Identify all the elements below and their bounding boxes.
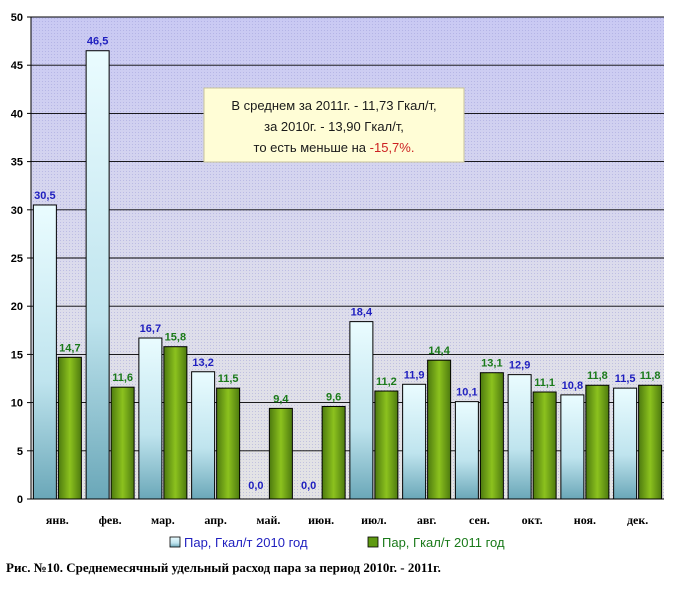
y-tick-label: 50	[11, 12, 23, 24]
x-tick-label: сен.	[469, 513, 490, 527]
data-label-2010: 10,8	[562, 380, 583, 392]
data-label-2011: 14,4	[428, 345, 450, 357]
x-tick-label: фев.	[99, 513, 122, 527]
y-tick-label: 25	[11, 253, 23, 265]
bar-2011	[216, 387, 241, 500]
bar-2011	[585, 384, 610, 500]
data-label-2010: 18,4	[351, 307, 373, 319]
data-label-2011: 9,4	[273, 393, 289, 405]
bar-2010	[402, 383, 427, 500]
figure-caption: Рис. №10. Среднемесячный удельный расход…	[6, 560, 441, 575]
data-label-2011: 11,8	[587, 370, 608, 382]
x-tick-label: дек.	[627, 513, 648, 527]
x-tick-label: май.	[256, 513, 280, 527]
annotation-highlight: -15,7%.	[370, 140, 415, 155]
data-label-2010: 30,5	[34, 190, 55, 202]
y-tick-label: 5	[17, 446, 23, 458]
y-tick-label: 45	[11, 60, 23, 72]
x-tick-label: апр.	[204, 513, 226, 527]
y-tick-label: 10	[11, 398, 23, 410]
legend: Пар, Гкал/т 2010 год Пар, Гкал/т 2011 го…	[169, 535, 505, 550]
data-labels: 30,5 14,7 46,5 11,6 16,7 15,8 13,2 11,5 0,0 9,4 0,…	[34, 36, 660, 492]
bar-2011	[374, 390, 399, 500]
data-label-2011: 9,6	[326, 391, 341, 403]
bar-2011	[532, 391, 557, 500]
data-label-2011: 11,8	[640, 370, 661, 382]
x-tick-label: мар.	[151, 513, 175, 527]
data-label-2010: 46,5	[87, 36, 108, 48]
bar-2010	[507, 374, 532, 500]
data-label-2010: 13,2	[192, 357, 213, 369]
data-label-2011: 15,8	[165, 332, 186, 344]
data-label-2011: 11,1	[534, 377, 555, 389]
legend-swatch-2011	[367, 536, 379, 548]
data-label-2010: 16,7	[140, 323, 161, 335]
bar-2011	[479, 372, 504, 500]
annotation-box: В среднем за 2011г. - 11,73 Гкал/т, за 2…	[203, 87, 465, 163]
bar-2011	[268, 407, 293, 500]
bar-2010	[191, 371, 216, 500]
chart: 30,5 14,7 46,5 11,6 16,7 15,8 13,2 11,5 0,0 9,4 0,…	[11, 12, 664, 550]
legend-label-2010: Пар, Гкал/т 2010 год	[184, 535, 308, 550]
bar-2011	[163, 346, 188, 500]
bar-2011	[427, 359, 452, 500]
bar-2010	[138, 337, 163, 500]
y-tick-label: 0	[17, 494, 23, 506]
data-label-2010: 0,0	[248, 480, 263, 492]
bar-2010	[613, 387, 638, 500]
annotation-line-3-text: то есть меньше на	[254, 140, 370, 155]
data-label-2010: 11,9	[404, 369, 425, 381]
y-tick-label: 40	[11, 108, 23, 120]
x-tick-label: окт.	[522, 513, 543, 527]
x-tick-label: июл.	[361, 513, 387, 527]
legend-label-2011: Пар, Гкал/т 2011 год	[382, 535, 505, 550]
data-label-2011: 14,7	[59, 342, 80, 354]
bar-2011	[57, 356, 82, 500]
x-tick-label: янв.	[46, 513, 69, 527]
data-label-2011: 11,5	[218, 373, 239, 385]
annotation-line-3: то есть меньше на -15,7%.	[254, 140, 415, 155]
bar-2011	[321, 405, 346, 500]
bar-2010	[560, 394, 585, 500]
bar-2010	[85, 50, 110, 500]
annotation-line-2: за 2010г. - 13,90 Гкал/т,	[264, 119, 404, 134]
bar-2010	[349, 321, 374, 500]
bar-2010	[32, 204, 57, 500]
legend-swatch-2010	[169, 536, 181, 548]
data-label-2010: 11,5	[615, 373, 636, 385]
bar-2011	[638, 384, 663, 500]
bar-2010	[454, 401, 479, 500]
annotation-line-1: В среднем за 2011г. - 11,73 Гкал/т,	[231, 98, 436, 113]
bar-2011	[110, 386, 135, 500]
bars	[32, 50, 663, 500]
data-label-2010: 12,9	[509, 360, 530, 372]
x-tick-label: авг.	[417, 513, 437, 527]
data-label-2010: 0,0	[301, 480, 316, 492]
x-axis-ticks: янв. фев. мар. апр. май. июн. июл. авг. сен. окт.…	[46, 513, 648, 527]
y-tick-label: 35	[11, 157, 23, 169]
y-tick-label: 30	[11, 205, 23, 217]
data-label-2010: 10,1	[456, 387, 477, 399]
y-axis-ticks: 0 5 10 15 20 25 30 35 40 45 50	[11, 12, 31, 506]
data-label-2011: 13,1	[481, 358, 502, 370]
x-tick-label: июн.	[308, 513, 334, 527]
y-tick-label: 20	[11, 301, 23, 313]
y-tick-label: 15	[11, 349, 23, 361]
data-label-2011: 11,6	[112, 372, 133, 384]
data-label-2011: 11,2	[376, 376, 397, 388]
x-tick-label: ноя.	[574, 513, 596, 527]
